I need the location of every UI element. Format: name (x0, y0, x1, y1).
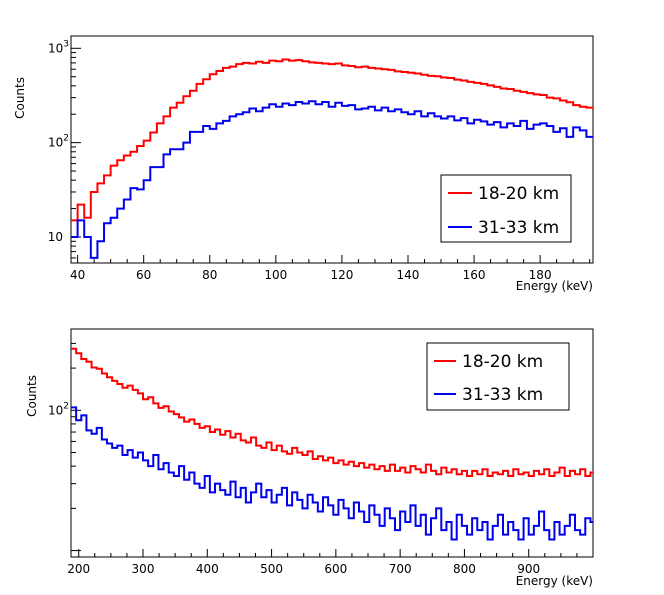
bottom-legend-box (426, 342, 570, 411)
x-tick-label: 700 (389, 562, 412, 576)
y-tick-label: 10 (48, 230, 63, 244)
y-tick-label: 102 (48, 401, 69, 417)
x-tick-label: 120 (330, 268, 353, 282)
top-x-axis: 40 60 80 100 120 140 160 180 (70, 255, 591, 282)
top-y-axis-title: Counts (13, 77, 27, 119)
series-line-18-20-km (71, 58, 593, 222)
x-tick-label: 140 (397, 268, 420, 282)
x-tick-label: 900 (517, 562, 540, 576)
bottom-y-axis: 102 (48, 342, 81, 558)
series-line-31-33-km (71, 100, 593, 259)
bottom-x-axis: 200 300 400 500 600 700 800 900 (67, 549, 594, 576)
x-tick-label: 80 (202, 268, 217, 282)
bottom-series-group (71, 347, 593, 541)
x-tick-label: 500 (260, 562, 283, 576)
y-tick-label: 102 (48, 134, 69, 150)
x-tick-label: 160 (463, 268, 486, 282)
x-tick-label: 100 (264, 268, 287, 282)
x-tick-label: 200 (67, 562, 90, 576)
x-tick-label: 60 (136, 268, 151, 282)
bottom-x-axis-title: Energy (keV) (516, 574, 593, 588)
x-tick-label: 400 (196, 562, 219, 576)
bottom-plot-frame (70, 328, 594, 558)
bottom-legend-label-18-20: 18-20 km (462, 352, 543, 372)
bottom-legend-label-31-33: 31-33 km (462, 385, 543, 405)
top-series-group (71, 58, 593, 259)
top-plot-frame (70, 35, 594, 264)
x-tick-label: 800 (453, 562, 476, 576)
bottom-histogram-panel: 200 300 400 500 600 700 800 900 102 Energy (keV… (25, 328, 594, 588)
series-line-31-33-km (71, 406, 593, 541)
top-x-axis-title: Energy (keV) (516, 279, 593, 293)
x-tick-label: 300 (132, 562, 155, 576)
series-line-18-20-km (71, 347, 593, 478)
bottom-y-axis-title: Counts (25, 375, 39, 417)
x-tick-label: 40 (70, 268, 85, 282)
top-legend-box (440, 174, 572, 243)
top-y-axis: 10 102 103 (48, 39, 81, 259)
x-tick-label: 600 (324, 562, 347, 576)
top-histogram-panel: 40 60 80 100 120 140 160 180 10 102 103 Energy (k… (13, 35, 594, 293)
x-tick-label: 180 (529, 268, 552, 282)
top-legend: 18-20 km 31-33 km (440, 174, 572, 243)
top-legend-label-31-33: 31-33 km (478, 218, 559, 238)
top-legend-label-18-20: 18-20 km (478, 184, 559, 204)
bottom-legend: 18-20 km 31-33 km (426, 342, 570, 411)
y-tick-label: 103 (48, 39, 69, 55)
